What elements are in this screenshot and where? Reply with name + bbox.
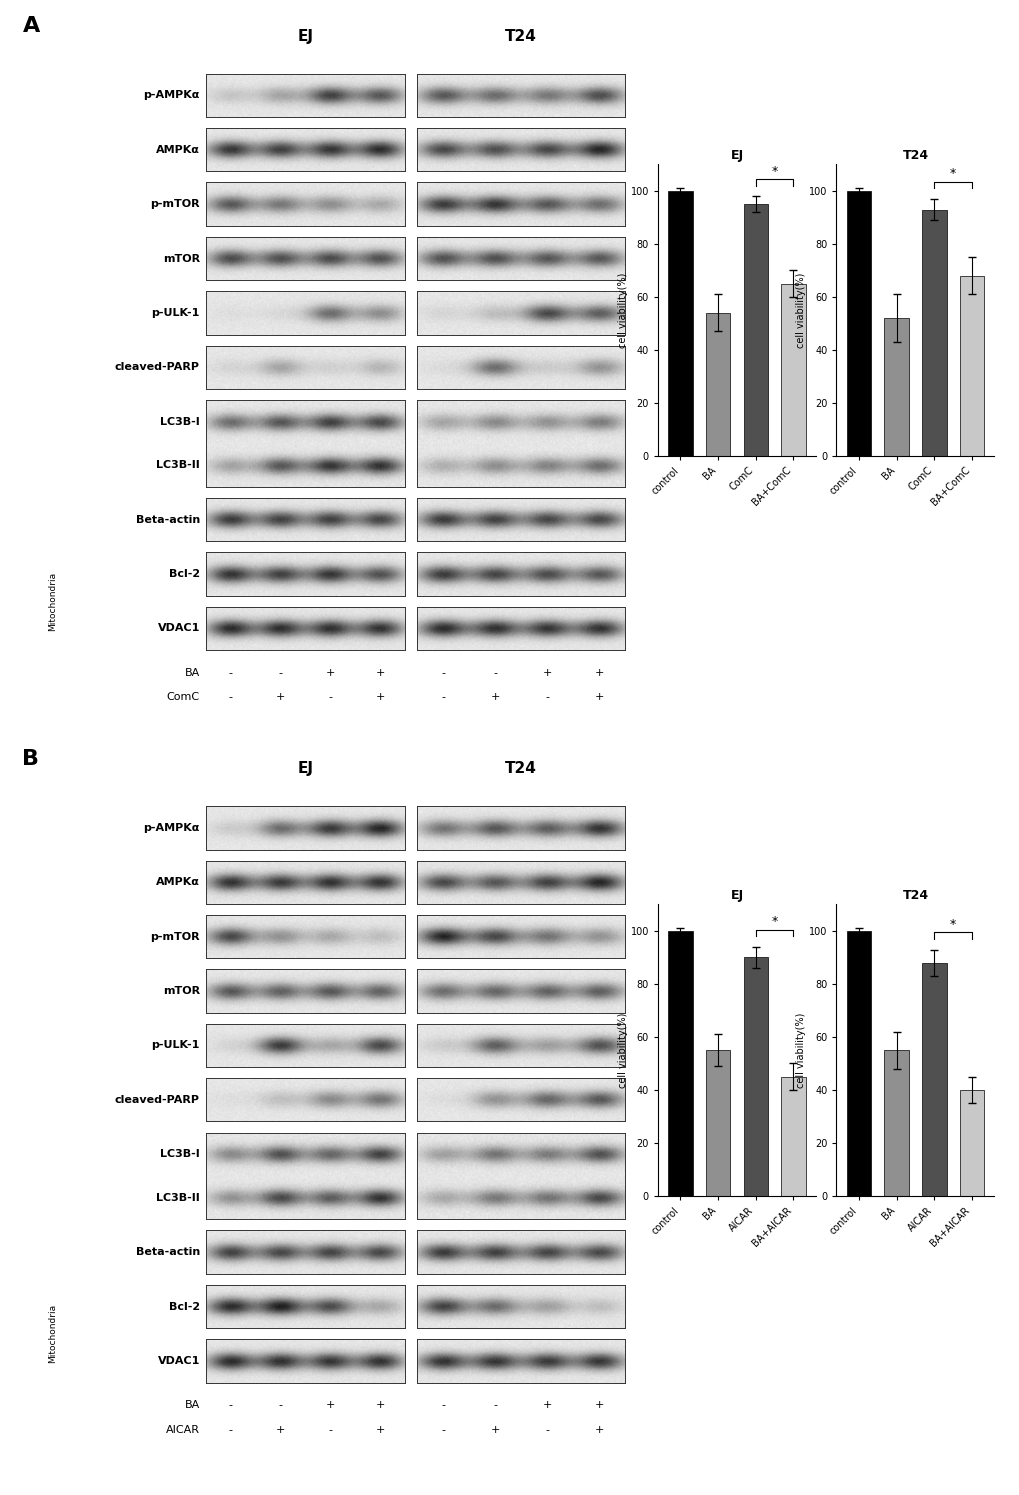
Text: +: + <box>375 692 384 703</box>
Text: +: + <box>594 692 603 703</box>
Text: p-AMPKα: p-AMPKα <box>144 90 200 100</box>
Text: +: + <box>375 1401 384 1410</box>
Text: AICAR: AICAR <box>166 1425 200 1435</box>
Text: -: - <box>545 692 548 703</box>
Text: +: + <box>490 692 499 703</box>
Text: LC3B-II: LC3B-II <box>156 460 200 469</box>
Text: +: + <box>542 1401 551 1410</box>
Text: +: + <box>325 1401 334 1410</box>
Text: Mitochondria: Mitochondria <box>49 571 57 631</box>
Text: *: * <box>949 167 955 181</box>
Text: p-mTOR: p-mTOR <box>150 931 200 942</box>
Bar <box>667 191 692 456</box>
Text: -: - <box>493 1401 496 1410</box>
Bar <box>781 284 805 456</box>
Text: -: - <box>328 692 332 703</box>
Y-axis label: cell viability(%): cell viability(%) <box>796 1012 805 1088</box>
Text: +: + <box>276 1425 285 1435</box>
Text: -: - <box>228 668 232 677</box>
Text: -: - <box>493 668 496 677</box>
Text: Beta-actin: Beta-actin <box>136 514 200 525</box>
Text: p-AMPKα: p-AMPKα <box>144 822 200 833</box>
Text: +: + <box>490 1425 499 1435</box>
Title: EJ: EJ <box>730 890 743 901</box>
Text: mTOR: mTOR <box>163 254 200 263</box>
Text: -: - <box>441 692 444 703</box>
Bar <box>781 1076 805 1196</box>
Text: +: + <box>325 668 334 677</box>
Text: Bcl-2: Bcl-2 <box>168 570 200 579</box>
Text: -: - <box>441 1401 444 1410</box>
Text: p-mTOR: p-mTOR <box>150 199 200 209</box>
Text: Bcl-2: Bcl-2 <box>168 1302 200 1311</box>
Bar <box>959 1090 983 1196</box>
Text: VDAC1: VDAC1 <box>157 623 200 634</box>
Text: -: - <box>278 668 282 677</box>
Bar <box>743 205 767 456</box>
Y-axis label: cell viability(%): cell viability(%) <box>618 1012 627 1088</box>
Text: LC3B-I: LC3B-I <box>160 1150 200 1160</box>
Text: BA: BA <box>184 1401 200 1410</box>
Bar <box>921 209 946 456</box>
Text: -: - <box>278 1401 282 1410</box>
Bar <box>883 318 908 456</box>
Title: EJ: EJ <box>730 150 743 161</box>
Text: -: - <box>228 692 232 703</box>
Y-axis label: cell viability(%): cell viability(%) <box>618 272 627 348</box>
Text: BA: BA <box>184 668 200 677</box>
Y-axis label: cell viability(%): cell viability(%) <box>796 272 805 348</box>
Text: *: * <box>949 918 955 931</box>
Bar <box>921 963 946 1196</box>
Bar <box>883 1049 908 1196</box>
Text: VDAC1: VDAC1 <box>157 1356 200 1366</box>
Text: cleaved-PARP: cleaved-PARP <box>115 1094 200 1105</box>
Text: A: A <box>22 16 40 36</box>
Text: p-ULK-1: p-ULK-1 <box>152 1041 200 1051</box>
Text: Beta-actin: Beta-actin <box>136 1247 200 1257</box>
Text: EJ: EJ <box>298 761 313 776</box>
Text: -: - <box>441 668 444 677</box>
Text: +: + <box>375 668 384 677</box>
Bar <box>667 931 692 1196</box>
Text: -: - <box>441 1425 444 1435</box>
Text: *: * <box>770 915 776 928</box>
Title: T24: T24 <box>902 890 927 901</box>
Text: T24: T24 <box>504 761 537 776</box>
Text: LC3B-II: LC3B-II <box>156 1193 200 1202</box>
Bar <box>846 191 870 456</box>
Text: Mitochondria: Mitochondria <box>49 1304 57 1363</box>
Bar <box>959 275 983 456</box>
Text: cleaved-PARP: cleaved-PARP <box>115 362 200 372</box>
Text: AMPKα: AMPKα <box>156 878 200 887</box>
Text: +: + <box>594 668 603 677</box>
Bar <box>743 957 767 1196</box>
Text: -: - <box>545 1425 548 1435</box>
Text: -: - <box>228 1425 232 1435</box>
Text: EJ: EJ <box>298 28 313 43</box>
Text: -: - <box>328 1425 332 1435</box>
Text: p-ULK-1: p-ULK-1 <box>152 308 200 318</box>
Text: *: * <box>770 164 776 178</box>
Text: AMPKα: AMPKα <box>156 145 200 154</box>
Text: +: + <box>276 692 285 703</box>
Text: +: + <box>594 1401 603 1410</box>
Title: T24: T24 <box>902 150 927 161</box>
Text: mTOR: mTOR <box>163 987 200 996</box>
Text: +: + <box>594 1425 603 1435</box>
Text: -: - <box>228 1401 232 1410</box>
Text: LC3B-I: LC3B-I <box>160 417 200 428</box>
Bar <box>705 312 730 456</box>
Text: +: + <box>542 668 551 677</box>
Text: B: B <box>22 749 40 768</box>
Text: T24: T24 <box>504 28 537 43</box>
Bar <box>846 931 870 1196</box>
Bar <box>705 1049 730 1196</box>
Text: ComC: ComC <box>167 692 200 703</box>
Text: +: + <box>375 1425 384 1435</box>
